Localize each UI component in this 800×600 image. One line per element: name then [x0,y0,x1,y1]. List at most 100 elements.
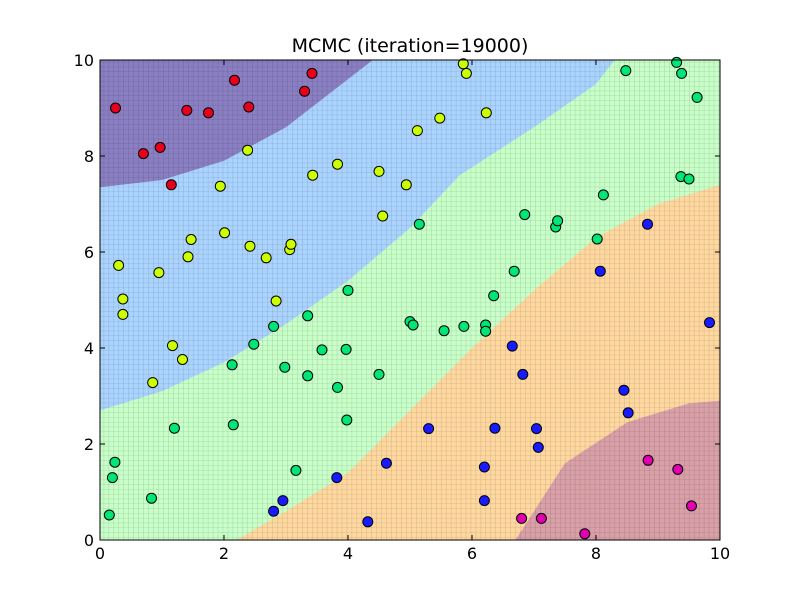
data-point-series-3 [531,423,542,435]
data-point-series-2 [591,233,603,245]
data-point-series-1 [307,169,319,181]
data-point-series-3 [423,423,435,435]
data-point-series-3 [618,384,630,396]
data-point-series-2 [340,343,352,355]
y-tick-label: 2 [84,435,94,454]
data-point-series-1 [242,144,254,156]
data-point-series-3 [268,505,280,517]
data-point-series-1 [147,377,159,389]
data-point-series-1 [411,125,423,137]
data-point-series-0 [165,179,177,191]
y-tick-label: 0 [84,531,94,550]
data-point-series-1 [457,58,469,70]
data-point-series-4 [579,528,591,540]
data-point-series-1 [400,179,412,191]
x-tick-label: 2 [219,544,229,563]
data-point-series-2 [146,492,157,504]
data-point-series-3 [532,441,544,453]
data-point-series-2 [268,320,280,332]
data-point-series-4 [535,512,547,524]
data-point-series-2 [413,218,425,230]
data-point-series-2 [279,361,291,373]
data-point-series-0 [110,102,121,114]
data-point-series-1 [373,165,385,177]
data-point-series-1 [285,238,297,250]
region-grid-texture [100,60,720,540]
data-point-series-2 [373,368,385,380]
data-point-series-1 [244,240,256,252]
data-point-series-2 [341,414,353,426]
data-point-series-1 [332,158,343,170]
data-point-series-1 [460,67,472,79]
data-point-series-3 [642,218,653,230]
y-tick-label: 4 [84,339,94,358]
data-point-series-2 [106,472,118,484]
data-point-series-2 [332,381,343,393]
data-point-series-3 [478,461,490,473]
data-point-series-3 [478,495,490,507]
data-point-series-2 [316,344,328,356]
data-point-series-3 [277,495,289,507]
data-point-series-1 [434,112,446,124]
data-point-series-2 [676,67,688,79]
data-point-series-2 [597,189,609,201]
data-point-series-2 [552,215,564,227]
data-point-series-3 [362,516,374,528]
axis-ticks: 0 2 4 6 8 10 0 2 4 6 8 10 [74,51,731,563]
data-point-series-4 [516,512,528,524]
data-point-series-1 [177,354,188,365]
y-tick-label: 6 [84,243,94,262]
data-point-series-0 [299,85,311,97]
data-point-series-2 [109,456,121,468]
data-point-series-0 [229,74,240,86]
data-point-series-2 [683,173,695,185]
data-point-series-0 [306,67,318,79]
data-point-series-4 [672,463,684,475]
data-point-series-3 [489,422,501,434]
data-point-series-2 [168,422,180,434]
data-point-series-1 [377,210,389,222]
x-tick-label: 6 [467,544,477,563]
data-point-series-2 [458,320,470,332]
data-point-series-0 [154,141,166,153]
data-point-series-2 [248,338,260,350]
data-point-series-3 [517,368,529,380]
data-point-series-2 [480,325,492,337]
x-tick-label: 4 [343,544,353,563]
data-point-series-2 [227,419,239,431]
data-point-series-4 [686,500,697,512]
data-point-series-1 [182,251,194,263]
data-point-series-2 [290,464,302,476]
data-point-series-1 [167,340,178,352]
x-tick-label: 8 [591,544,601,563]
data-point-series-1 [260,252,272,264]
data-point-series-1 [117,308,129,320]
data-point-series-2 [407,319,419,331]
data-point-series-2 [508,265,520,277]
data-point-series-2 [519,209,531,221]
data-point-series-0 [137,148,149,160]
x-tick-label: 0 [95,544,105,563]
data-point-series-1 [153,267,165,279]
data-point-series-1 [117,293,129,305]
data-point-series-2 [302,370,314,382]
data-point-series-3 [622,407,634,419]
data-point-series-0 [203,107,214,119]
data-point-series-3 [506,340,518,352]
data-point-series-2 [342,284,354,296]
data-point-series-2 [302,310,314,322]
data-point-series-1 [185,234,197,245]
data-point-series-3 [331,472,343,484]
data-point-series-3 [380,457,392,469]
data-point-series-0 [243,101,255,113]
data-point-series-2 [103,509,115,521]
data-point-series-1 [270,295,282,307]
data-point-series-2 [438,325,450,337]
plot-area [100,60,720,540]
data-point-series-1 [214,180,226,192]
data-point-series-2 [671,56,683,68]
data-point-series-2 [691,91,703,103]
data-point-series-2 [488,290,500,302]
y-tick-label: 10 [74,51,94,70]
